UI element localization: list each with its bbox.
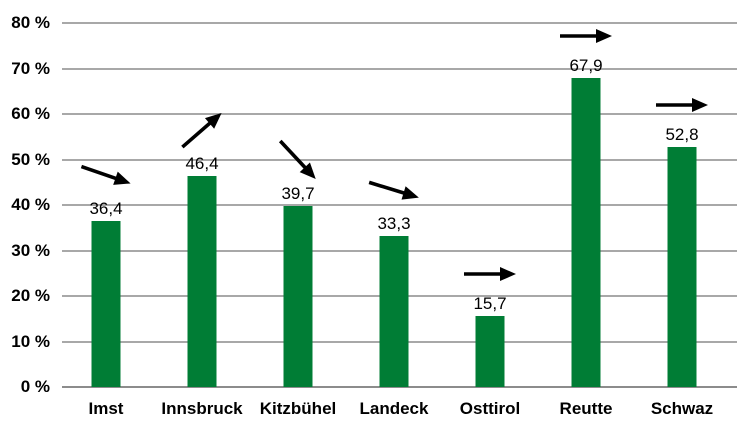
x-tick-label-innsbruck: Innsbruck bbox=[161, 399, 243, 418]
bar bbox=[667, 146, 697, 387]
bars-row: 36,4 46,4 39,7 33,3 15,7 67,9 52,8 bbox=[58, 23, 730, 387]
x-tick-label-kitzbühel: Kitzbühel bbox=[259, 399, 337, 418]
gridline bbox=[62, 67, 737, 70]
bar-column-kitzbühel: 39,7 bbox=[250, 23, 346, 387]
bar bbox=[571, 78, 601, 387]
gridline bbox=[62, 158, 737, 161]
x-axis: Imst Innsbruck Kitzbühel Landeck Osttirol Reu… bbox=[58, 399, 730, 419]
y-tick-label: 80 % bbox=[11, 13, 50, 32]
bar-value-label: 39,7 bbox=[281, 184, 315, 204]
x-tick-label-schwaz: Schwaz bbox=[650, 399, 714, 418]
y-tick-label: 60 % bbox=[11, 104, 50, 123]
y-tick-label: 0 % bbox=[20, 377, 50, 396]
y-tick-label: 40 % bbox=[11, 195, 50, 214]
gridline bbox=[62, 113, 737, 115]
trend-arrow-down-right-icon bbox=[270, 132, 326, 188]
bar bbox=[379, 235, 409, 387]
bar bbox=[91, 221, 121, 387]
bar bbox=[475, 315, 505, 387]
bar-column-reutte: 67,9 bbox=[538, 23, 634, 387]
trend-arrow-up-right-icon bbox=[174, 102, 230, 158]
x-tick-label-imst: Imst bbox=[88, 399, 124, 418]
trend-arrow-right-icon bbox=[558, 8, 614, 64]
bar-value-label: 67,9 bbox=[569, 56, 603, 76]
y-tick-label: 20 % bbox=[11, 286, 50, 305]
y-tick-label: 30 % bbox=[11, 240, 50, 260]
plot-area: 36,4 46,4 39,7 33,3 15,7 67,9 52,8 bbox=[62, 22, 737, 388]
bar-column-imst: 36,4 bbox=[58, 23, 154, 387]
x-axis-line bbox=[62, 386, 737, 388]
bar-column-innsbruck: 46,4 bbox=[154, 23, 250, 387]
gridline bbox=[62, 204, 737, 206]
y-tick-label: 50 % bbox=[11, 149, 50, 169]
x-tick-label-reutte: Reutte bbox=[559, 399, 613, 418]
y-tick-label: 10 % bbox=[11, 331, 50, 351]
bar-value-label: 46,4 bbox=[185, 153, 219, 173]
y-tick-label: 70 % bbox=[11, 58, 50, 78]
trend-arrow-right-icon bbox=[654, 77, 710, 133]
bar-value-label: 33,3 bbox=[377, 213, 411, 233]
trend-arrow-right-icon bbox=[462, 246, 518, 302]
gridline bbox=[62, 22, 737, 24]
trend-arrow-down-right-icon bbox=[78, 147, 134, 203]
bar-value-label: 52,8 bbox=[665, 124, 699, 144]
bar-column-landeck: 33,3 bbox=[346, 23, 442, 387]
trend-arrow-down-right-icon bbox=[366, 162, 422, 218]
bar-value-label: 15,7 bbox=[473, 293, 507, 313]
bar bbox=[187, 175, 217, 387]
y-axis: 0 % 10 % 20 % 30 % 40 % 50 % 60 % 70 % 80 % bbox=[0, 13, 50, 396]
bar bbox=[283, 206, 313, 387]
x-tick-label-osttirol: Osttirol bbox=[459, 399, 521, 418]
bar-value-label: 36,4 bbox=[89, 199, 123, 219]
bar-column-schwaz: 52,8 bbox=[634, 23, 730, 387]
x-tick-label-landeck: Landeck bbox=[359, 399, 429, 418]
bar-column-osttirol: 15,7 bbox=[442, 23, 538, 387]
